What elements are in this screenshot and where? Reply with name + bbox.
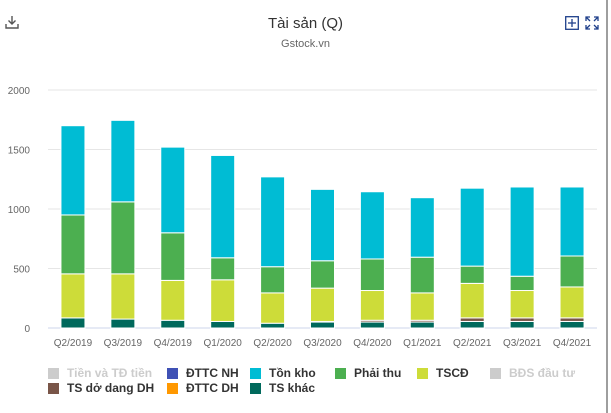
legend-swatch: [490, 367, 501, 379]
bar-segment: [509, 275, 535, 292]
bar-segment: [210, 257, 236, 281]
bar-segment: [559, 186, 585, 257]
legend-label: TS khác: [269, 381, 316, 395]
bar-segment: [310, 188, 335, 262]
download-icon[interactable]: [4, 14, 20, 30]
legend-swatch: [250, 382, 261, 394]
x-tick-label: Q1/2020: [203, 338, 242, 349]
bar-segment: [310, 321, 335, 329]
legend-label: BĐS đầu tư: [509, 366, 576, 380]
bar-segment: [559, 286, 585, 319]
chart-subtitle: Gstock.vn: [281, 38, 330, 50]
bar-segment: [409, 292, 435, 321]
legend-label: TS dở dang DH: [67, 381, 155, 395]
legend-item[interactable]: Tiền và TĐ tiền: [48, 366, 152, 380]
bar-segment: [459, 265, 485, 284]
legend-swatch: [48, 382, 59, 394]
y-tick-label: 2000: [8, 86, 31, 97]
x-tick-label: Q3/2021: [503, 338, 542, 349]
bar-segment: [160, 232, 186, 281]
bar-segment: [260, 176, 286, 268]
legend-item[interactable]: ĐTTC NH: [167, 366, 239, 380]
legend-item[interactable]: BĐS đầu tư: [490, 366, 575, 380]
bar-segment: [359, 191, 385, 260]
bar-segment: [60, 273, 86, 319]
bar-segment: [110, 318, 136, 329]
legend-label: Tiền và TĐ tiền: [67, 366, 153, 380]
bar-segment: [359, 321, 385, 329]
bar-segment: [60, 125, 86, 216]
bar-segment: [409, 197, 435, 258]
legend-label: ĐTTC DH: [186, 381, 239, 395]
bar-segment: [210, 279, 236, 322]
bar-segment: [110, 201, 136, 275]
bar-segment: [210, 154, 236, 259]
x-tick-label: Q4/2019: [154, 338, 193, 349]
chart-title: Tài sản (Q): [267, 15, 343, 32]
bar-segment: [60, 317, 86, 329]
bar-segment: [359, 290, 385, 321]
bar-segment: [110, 273, 136, 320]
y-tick-label: 0: [24, 324, 30, 335]
x-tick-label: Q2/2019: [54, 338, 93, 349]
x-tick-label: Q2/2021: [453, 338, 492, 349]
legend-item[interactable]: TSCĐ: [417, 366, 469, 380]
x-tick-label: Q1/2021: [403, 338, 442, 349]
legend-swatch: [167, 367, 178, 379]
legend-swatch: [417, 367, 428, 379]
x-tick-label: Q4/2020: [353, 338, 392, 349]
legend-swatch: [250, 367, 261, 379]
x-tick-label: Q2/2020: [253, 338, 292, 349]
bar-segment: [459, 187, 485, 267]
legend-swatch: [335, 367, 346, 379]
legend-item[interactable]: Tồn kho: [250, 366, 316, 380]
bar-segment: [459, 317, 485, 322]
bar-segment: [409, 256, 435, 294]
legend-item[interactable]: ĐTTC DH: [167, 381, 239, 395]
legend-label: Tồn kho: [269, 366, 316, 380]
bar-segment: [160, 279, 186, 321]
y-tick-label: 1500: [8, 146, 31, 157]
add-box-icon[interactable]: [565, 16, 579, 30]
bar-segment: [310, 260, 335, 289]
bar-segment: [559, 317, 585, 322]
legend-item[interactable]: TS khác: [250, 381, 315, 395]
bar-segment: [359, 258, 385, 292]
bar-segment: [409, 321, 435, 329]
bar-segment: [260, 292, 286, 324]
bar-segment: [559, 320, 585, 329]
bar-segment: [509, 186, 535, 277]
x-tick-label: Q4/2021: [553, 338, 592, 349]
bar-segment: [160, 146, 186, 234]
legend-label: Phải thu: [354, 366, 402, 380]
legend-swatch: [167, 382, 178, 394]
bar-segment: [459, 320, 485, 329]
x-tick-label: Q3/2019: [104, 338, 143, 349]
legend-label: ĐTTC NH: [186, 366, 239, 380]
fullscreen-icon[interactable]: [585, 16, 599, 30]
bar-segment: [210, 320, 236, 329]
bar-segment: [509, 290, 535, 319]
bar-segment: [260, 322, 286, 329]
bar-segment: [260, 266, 286, 294]
bar-segment: [559, 255, 585, 288]
bar-segment: [310, 287, 335, 322]
bar-segment: [509, 317, 535, 322]
y-tick-label: 1000: [8, 205, 31, 216]
x-tick-label: Q3/2020: [303, 338, 342, 349]
right-border: [606, 0, 608, 413]
bar-segment: [110, 119, 136, 203]
legend-label: TSCĐ: [436, 366, 469, 380]
bar-segment: [60, 214, 86, 275]
bar-segment: [160, 319, 186, 329]
y-tick-label: 500: [13, 265, 30, 276]
bar-segment: [509, 320, 535, 329]
legend-swatch: [48, 367, 59, 379]
legend-item[interactable]: TS dở dang DH: [48, 381, 154, 395]
legend-item[interactable]: Phải thu: [335, 366, 401, 380]
bar-segment: [459, 282, 485, 319]
